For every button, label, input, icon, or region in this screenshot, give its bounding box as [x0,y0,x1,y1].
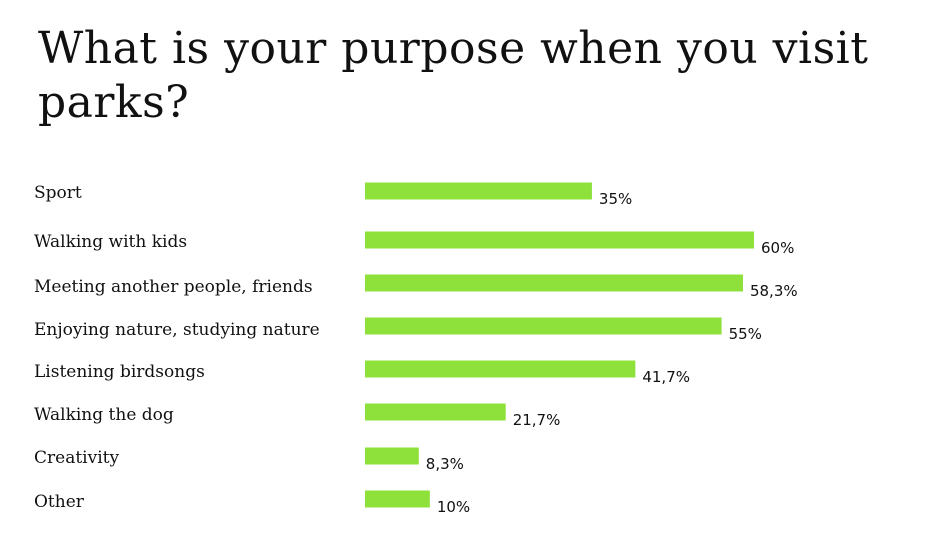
value-label: 8,3% [426,455,464,473]
bar [365,447,419,465]
category-label: Creativity [34,448,119,468]
bar [365,490,430,508]
category-label: Sport [34,183,82,203]
category-label: Meeting another people, friends [34,277,313,297]
category-label: Other [34,492,85,512]
value-label: 55% [729,325,762,343]
bar [365,317,722,335]
value-label: 60% [761,239,794,257]
bar [365,231,754,249]
value-label: 10% [437,498,470,516]
value-label: 58,3% [750,282,798,300]
chart-title: What is your purpose when you visit park… [38,23,869,128]
value-label: 41,7% [642,368,690,386]
bar [365,182,592,200]
value-label: 21,7% [513,411,561,429]
category-label: Enjoying nature, studying nature [34,320,320,340]
category-label: Walking the dog [34,405,174,425]
category-label: Walking with kids [34,232,187,252]
value-label: 35% [599,190,632,208]
bar [365,360,636,378]
bar [365,403,506,421]
category-label: Listening birdsongs [34,362,205,382]
bar [365,274,743,292]
